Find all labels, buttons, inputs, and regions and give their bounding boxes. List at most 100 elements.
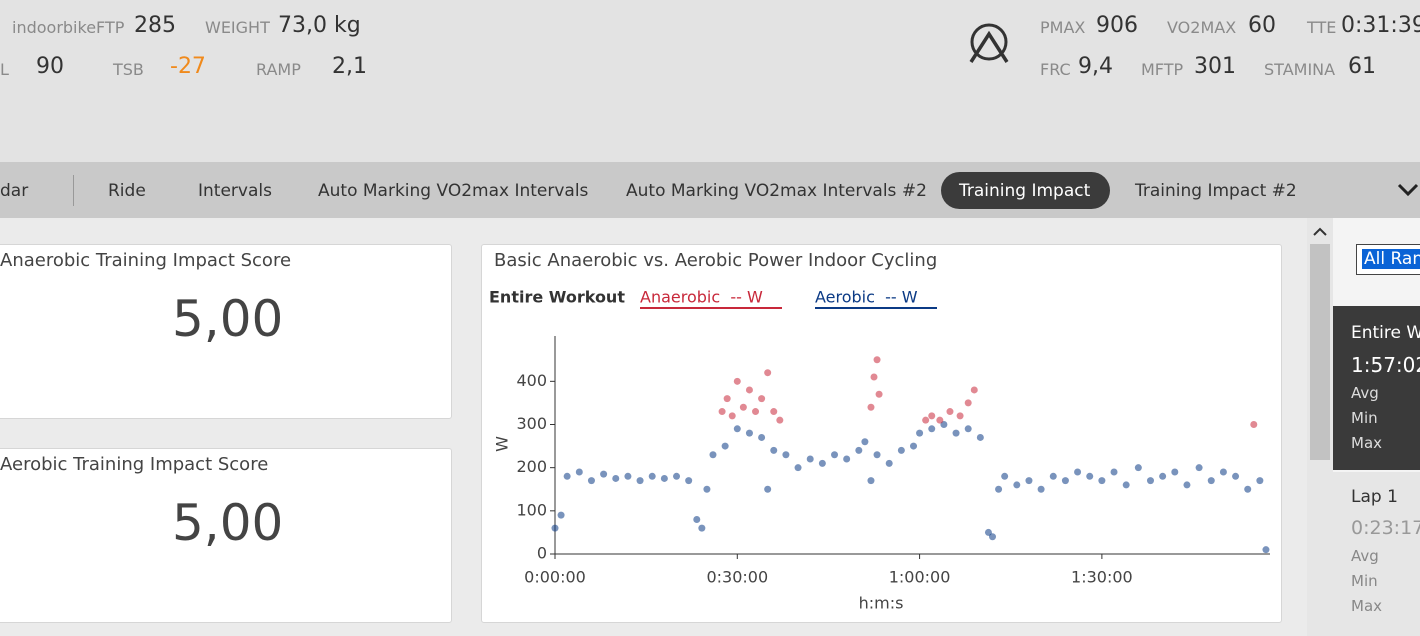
data-point (1037, 485, 1045, 493)
data-point (1122, 481, 1130, 489)
tab[interactable]: Auto Marking VO2max Intervals (318, 181, 589, 201)
metric-value: 906 (1096, 13, 1138, 38)
tile-title: Anaerobic Training Impact Score (0, 250, 292, 271)
active-tab-pill[interactable] (941, 172, 1110, 209)
data-point (745, 429, 753, 437)
data-point (1086, 472, 1094, 480)
data-point (1183, 481, 1191, 489)
data-point (976, 433, 984, 441)
tile-value: 5,00 (172, 494, 284, 552)
chart-subtitle: Entire Workout (489, 288, 625, 307)
data-point (758, 433, 766, 441)
data-point (721, 442, 729, 450)
tab[interactable]: dar (0, 181, 29, 201)
data-point (1219, 468, 1227, 476)
metric-label: VO2MAX (1167, 18, 1237, 37)
data-point (752, 408, 760, 416)
lap-time: 0:23:17, (1351, 517, 1420, 539)
summary-row: Min (1351, 409, 1378, 427)
data-point (764, 369, 772, 377)
data-point (1013, 481, 1021, 489)
tab[interactable]: Intervals (198, 181, 272, 201)
chart-title: Basic Anaerobic vs. Aerobic Power Indoor… (494, 250, 937, 271)
scroll-up[interactable] (1311, 224, 1329, 240)
lap-row: Min (1351, 572, 1378, 590)
data-point (600, 470, 608, 478)
tile (0, 244, 452, 419)
data-point (956, 412, 964, 420)
metric-value: 90 (36, 54, 64, 79)
metric-label: TSB (113, 60, 144, 79)
data-point (587, 477, 595, 485)
data-point (1061, 477, 1069, 485)
data-point (1250, 420, 1258, 428)
data-point (873, 451, 881, 459)
data-point (723, 395, 731, 403)
data-point (952, 429, 960, 437)
metric-value: 301 (1194, 54, 1236, 79)
y-tick-label: 400 (516, 371, 547, 390)
data-point (673, 472, 681, 480)
data-point (703, 485, 711, 493)
data-point (624, 472, 632, 480)
metric-value: 73,0 kg (278, 13, 361, 38)
tab[interactable]: Training Impact #2 (1135, 181, 1297, 201)
data-point (612, 474, 620, 482)
data-point (1146, 477, 1154, 485)
tile-value: 5,00 (172, 290, 284, 348)
summary-box[interactable] (1333, 306, 1420, 470)
data-point (1110, 468, 1118, 476)
data-point (1098, 477, 1106, 485)
data-point (718, 408, 726, 416)
tab-active[interactable]: Training Impact (959, 181, 1091, 201)
data-point (806, 455, 814, 463)
data-point (995, 485, 1003, 493)
lap-box[interactable] (1333, 472, 1420, 636)
x-tick-label: 1:00:00 (889, 568, 951, 587)
tab[interactable]: Ride (108, 181, 146, 201)
data-point (1171, 468, 1179, 476)
metric-value: -27 (170, 54, 206, 79)
metric-value: 61 (1348, 54, 1376, 79)
tab-overflow-chevron[interactable] (1396, 180, 1420, 200)
data-point (1159, 472, 1167, 480)
y-tick-label: 0 (537, 544, 547, 563)
metric-value: 0:31:39 (1341, 13, 1420, 38)
summary-time: 1:57:02 (1351, 353, 1420, 377)
data-point (1134, 464, 1142, 472)
tab-divider (73, 175, 74, 206)
data-point (922, 416, 930, 424)
data-point (916, 429, 924, 437)
data-point (770, 408, 778, 416)
data-point (870, 373, 878, 381)
data-point (1049, 472, 1057, 480)
data-point (936, 416, 944, 424)
tab[interactable]: Auto Marking VO2max Intervals #2 (626, 181, 927, 201)
summary-row: Avg (1351, 384, 1379, 402)
data-point (770, 446, 778, 454)
metric-label: STAMINA (1264, 60, 1336, 79)
data-point (660, 474, 668, 482)
tile (0, 448, 452, 623)
data-point (1262, 546, 1270, 554)
data-point (897, 446, 905, 454)
scroll-thumb[interactable] (1310, 244, 1330, 460)
metric-label: PMAX (1040, 18, 1086, 37)
data-point (1232, 472, 1240, 480)
data-point (551, 524, 559, 532)
data-point (928, 425, 936, 433)
x-tick-label: 0:00:00 (524, 568, 586, 587)
x-tick-label: 0:30:00 (706, 568, 768, 587)
data-point (867, 403, 875, 411)
y-tick-label: 200 (516, 457, 547, 476)
range-selector-text[interactable]: All Ran (1362, 249, 1420, 269)
metric-value: 9,4 (1078, 54, 1113, 79)
data-point (1244, 485, 1252, 493)
lap-row: Max (1351, 597, 1383, 615)
data-point (964, 425, 972, 433)
data-point (794, 464, 802, 472)
data-point (557, 511, 565, 519)
data-point (928, 412, 936, 420)
data-point (733, 377, 741, 385)
tab-bar (0, 162, 1420, 218)
